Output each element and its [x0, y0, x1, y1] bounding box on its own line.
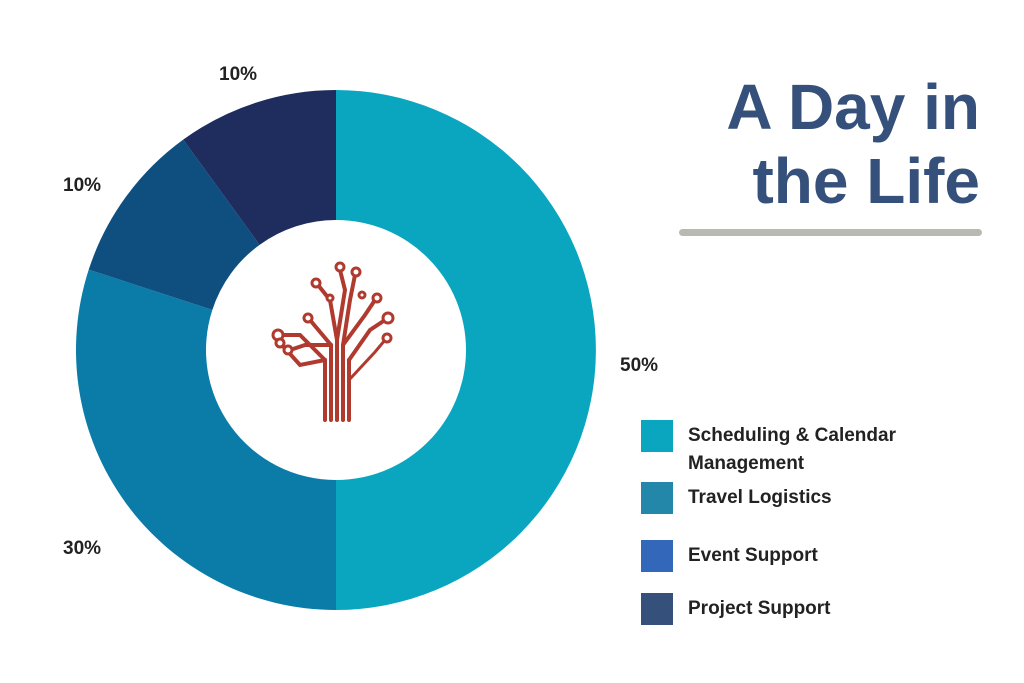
page-title: A Day in the Life: [726, 70, 980, 218]
legend-label: Scheduling & Calendar Management: [688, 425, 896, 474]
slice-label-travel: 30%: [63, 538, 102, 559]
legend-label: Event Support: [688, 545, 818, 566]
slice-label-project: 10%: [219, 64, 258, 85]
donut-slice-project-support: [183, 90, 336, 245]
title-line-2: the Life: [752, 145, 980, 217]
legend-swatch: [641, 593, 673, 625]
title-line-1: A Day in: [726, 71, 980, 143]
slice-label-event: 10%: [63, 175, 102, 196]
legend-swatch: [641, 420, 673, 452]
legend-label: Travel Logistics: [688, 487, 832, 508]
donut-slice-scheduling-calendar-management: [336, 90, 596, 610]
legend-swatch: [641, 482, 673, 514]
circuit-tree-icon: [271, 261, 395, 422]
slice-label-scheduling: 50%: [620, 355, 659, 376]
donut-slice-event-support: [88, 139, 260, 310]
legend-label: Project Support: [688, 598, 831, 619]
title-underline: [679, 229, 982, 236]
donut-slice-travel-logistics: [75, 269, 336, 610]
legend-swatch: [641, 540, 673, 572]
